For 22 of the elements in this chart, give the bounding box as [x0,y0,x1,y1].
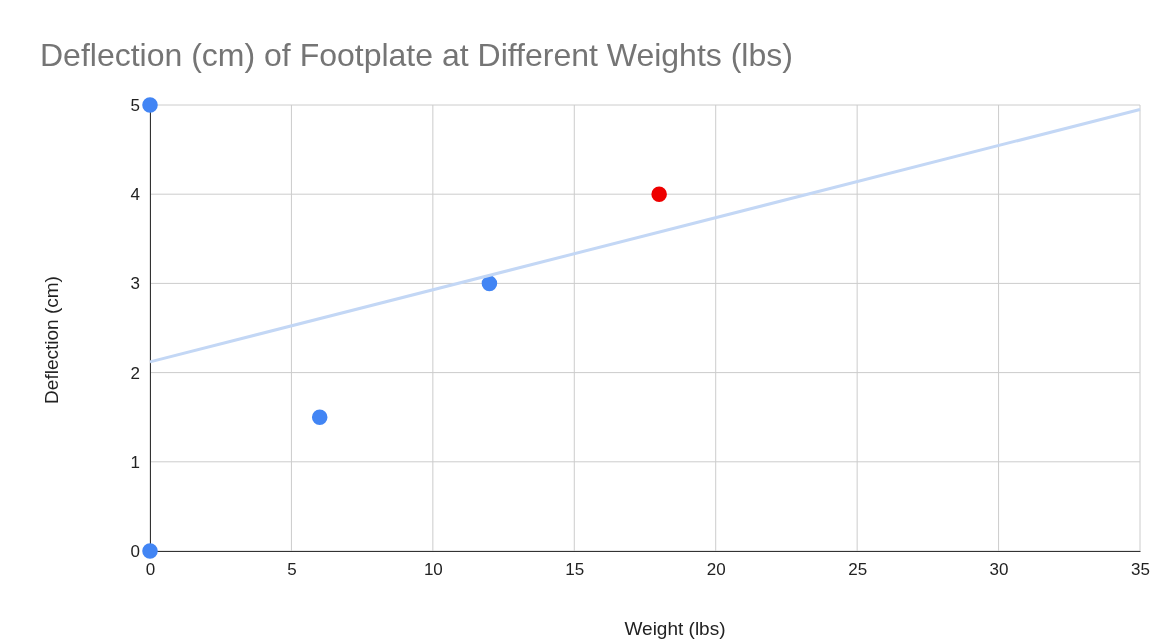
x-tick-label: 15 [565,560,585,580]
y-tick-label: 3 [130,274,140,294]
chart-title: Deflection (cm) of Footplate at Different Weights (lbs) [40,37,793,73]
x-tick-label: 35 [1131,560,1150,580]
point [651,186,667,202]
y-tick-label: 5 [130,95,140,115]
y-tick-label: 0 [130,541,140,561]
point [142,543,158,559]
point [311,409,328,425]
x-axis-title: Weight (lbs) [624,618,726,639]
point [142,97,158,113]
x-tick-label: 30 [989,560,1009,580]
x-tick-label: 0 [145,560,156,580]
y-tick-label: 2 [130,363,140,383]
x-tick-label: 10 [423,560,443,580]
x-tick-label: 5 [287,560,297,580]
x-tick-label: 25 [848,560,868,580]
x-tick-label: 20 [706,560,726,580]
point [481,275,498,292]
y-axis-title: Deflection (cm) [41,276,62,404]
y-tick-label: 1 [130,452,140,472]
y-tick-label: 4 [130,185,140,205]
